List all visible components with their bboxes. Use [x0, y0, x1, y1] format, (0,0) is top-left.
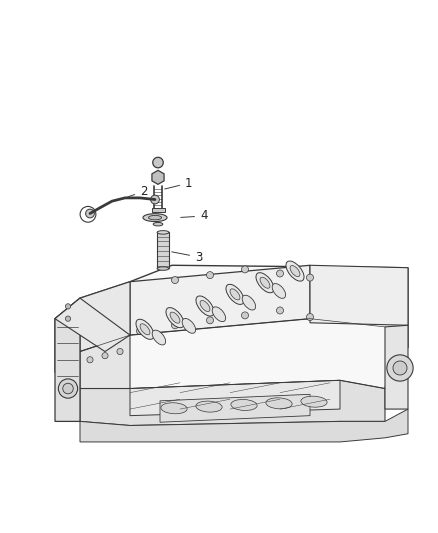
- Circle shape: [63, 383, 73, 394]
- Ellipse shape: [301, 396, 327, 407]
- Ellipse shape: [286, 261, 304, 281]
- Polygon shape: [152, 208, 165, 212]
- Polygon shape: [160, 394, 310, 422]
- Text: 2: 2: [127, 185, 148, 198]
- Circle shape: [85, 209, 94, 218]
- Circle shape: [102, 353, 108, 359]
- Circle shape: [276, 307, 283, 314]
- Ellipse shape: [152, 330, 166, 345]
- Ellipse shape: [230, 289, 240, 300]
- Ellipse shape: [266, 398, 292, 409]
- Polygon shape: [80, 381, 385, 425]
- Text: 3: 3: [172, 251, 202, 263]
- Polygon shape: [80, 409, 408, 442]
- Circle shape: [65, 304, 71, 309]
- Ellipse shape: [148, 215, 162, 220]
- Ellipse shape: [226, 284, 244, 304]
- Ellipse shape: [153, 222, 163, 226]
- Ellipse shape: [166, 308, 184, 328]
- Ellipse shape: [170, 312, 180, 323]
- Ellipse shape: [256, 273, 274, 293]
- Circle shape: [276, 270, 283, 277]
- Polygon shape: [55, 298, 130, 352]
- Ellipse shape: [143, 214, 167, 222]
- Ellipse shape: [182, 319, 196, 333]
- Polygon shape: [130, 265, 310, 335]
- Ellipse shape: [290, 265, 300, 277]
- Circle shape: [393, 361, 407, 375]
- Circle shape: [151, 195, 159, 204]
- Ellipse shape: [272, 284, 286, 298]
- Ellipse shape: [196, 296, 214, 316]
- Text: 1: 1: [165, 176, 192, 190]
- Circle shape: [58, 379, 78, 398]
- Polygon shape: [157, 232, 169, 268]
- Ellipse shape: [231, 399, 257, 410]
- Ellipse shape: [161, 403, 187, 414]
- Circle shape: [206, 272, 213, 279]
- Polygon shape: [152, 171, 164, 184]
- Ellipse shape: [157, 231, 169, 234]
- Ellipse shape: [140, 324, 150, 335]
- Circle shape: [65, 316, 71, 321]
- Circle shape: [87, 357, 93, 363]
- Ellipse shape: [157, 267, 169, 270]
- Polygon shape: [130, 381, 340, 416]
- Polygon shape: [55, 298, 80, 422]
- Ellipse shape: [242, 295, 256, 310]
- Circle shape: [172, 277, 179, 284]
- Circle shape: [387, 355, 413, 381]
- Ellipse shape: [260, 277, 270, 288]
- Text: 4: 4: [181, 209, 208, 222]
- Polygon shape: [80, 282, 130, 352]
- Circle shape: [241, 266, 248, 273]
- Ellipse shape: [200, 301, 210, 312]
- Circle shape: [117, 349, 123, 354]
- Ellipse shape: [196, 401, 222, 412]
- Ellipse shape: [212, 307, 226, 321]
- Polygon shape: [385, 325, 408, 409]
- Polygon shape: [80, 335, 130, 389]
- Polygon shape: [310, 265, 408, 325]
- Circle shape: [172, 322, 179, 329]
- Circle shape: [241, 312, 248, 319]
- Circle shape: [307, 313, 314, 320]
- Polygon shape: [55, 265, 408, 401]
- Ellipse shape: [136, 319, 154, 340]
- Circle shape: [206, 317, 213, 324]
- Circle shape: [137, 327, 144, 335]
- Circle shape: [153, 157, 163, 168]
- Circle shape: [307, 274, 314, 281]
